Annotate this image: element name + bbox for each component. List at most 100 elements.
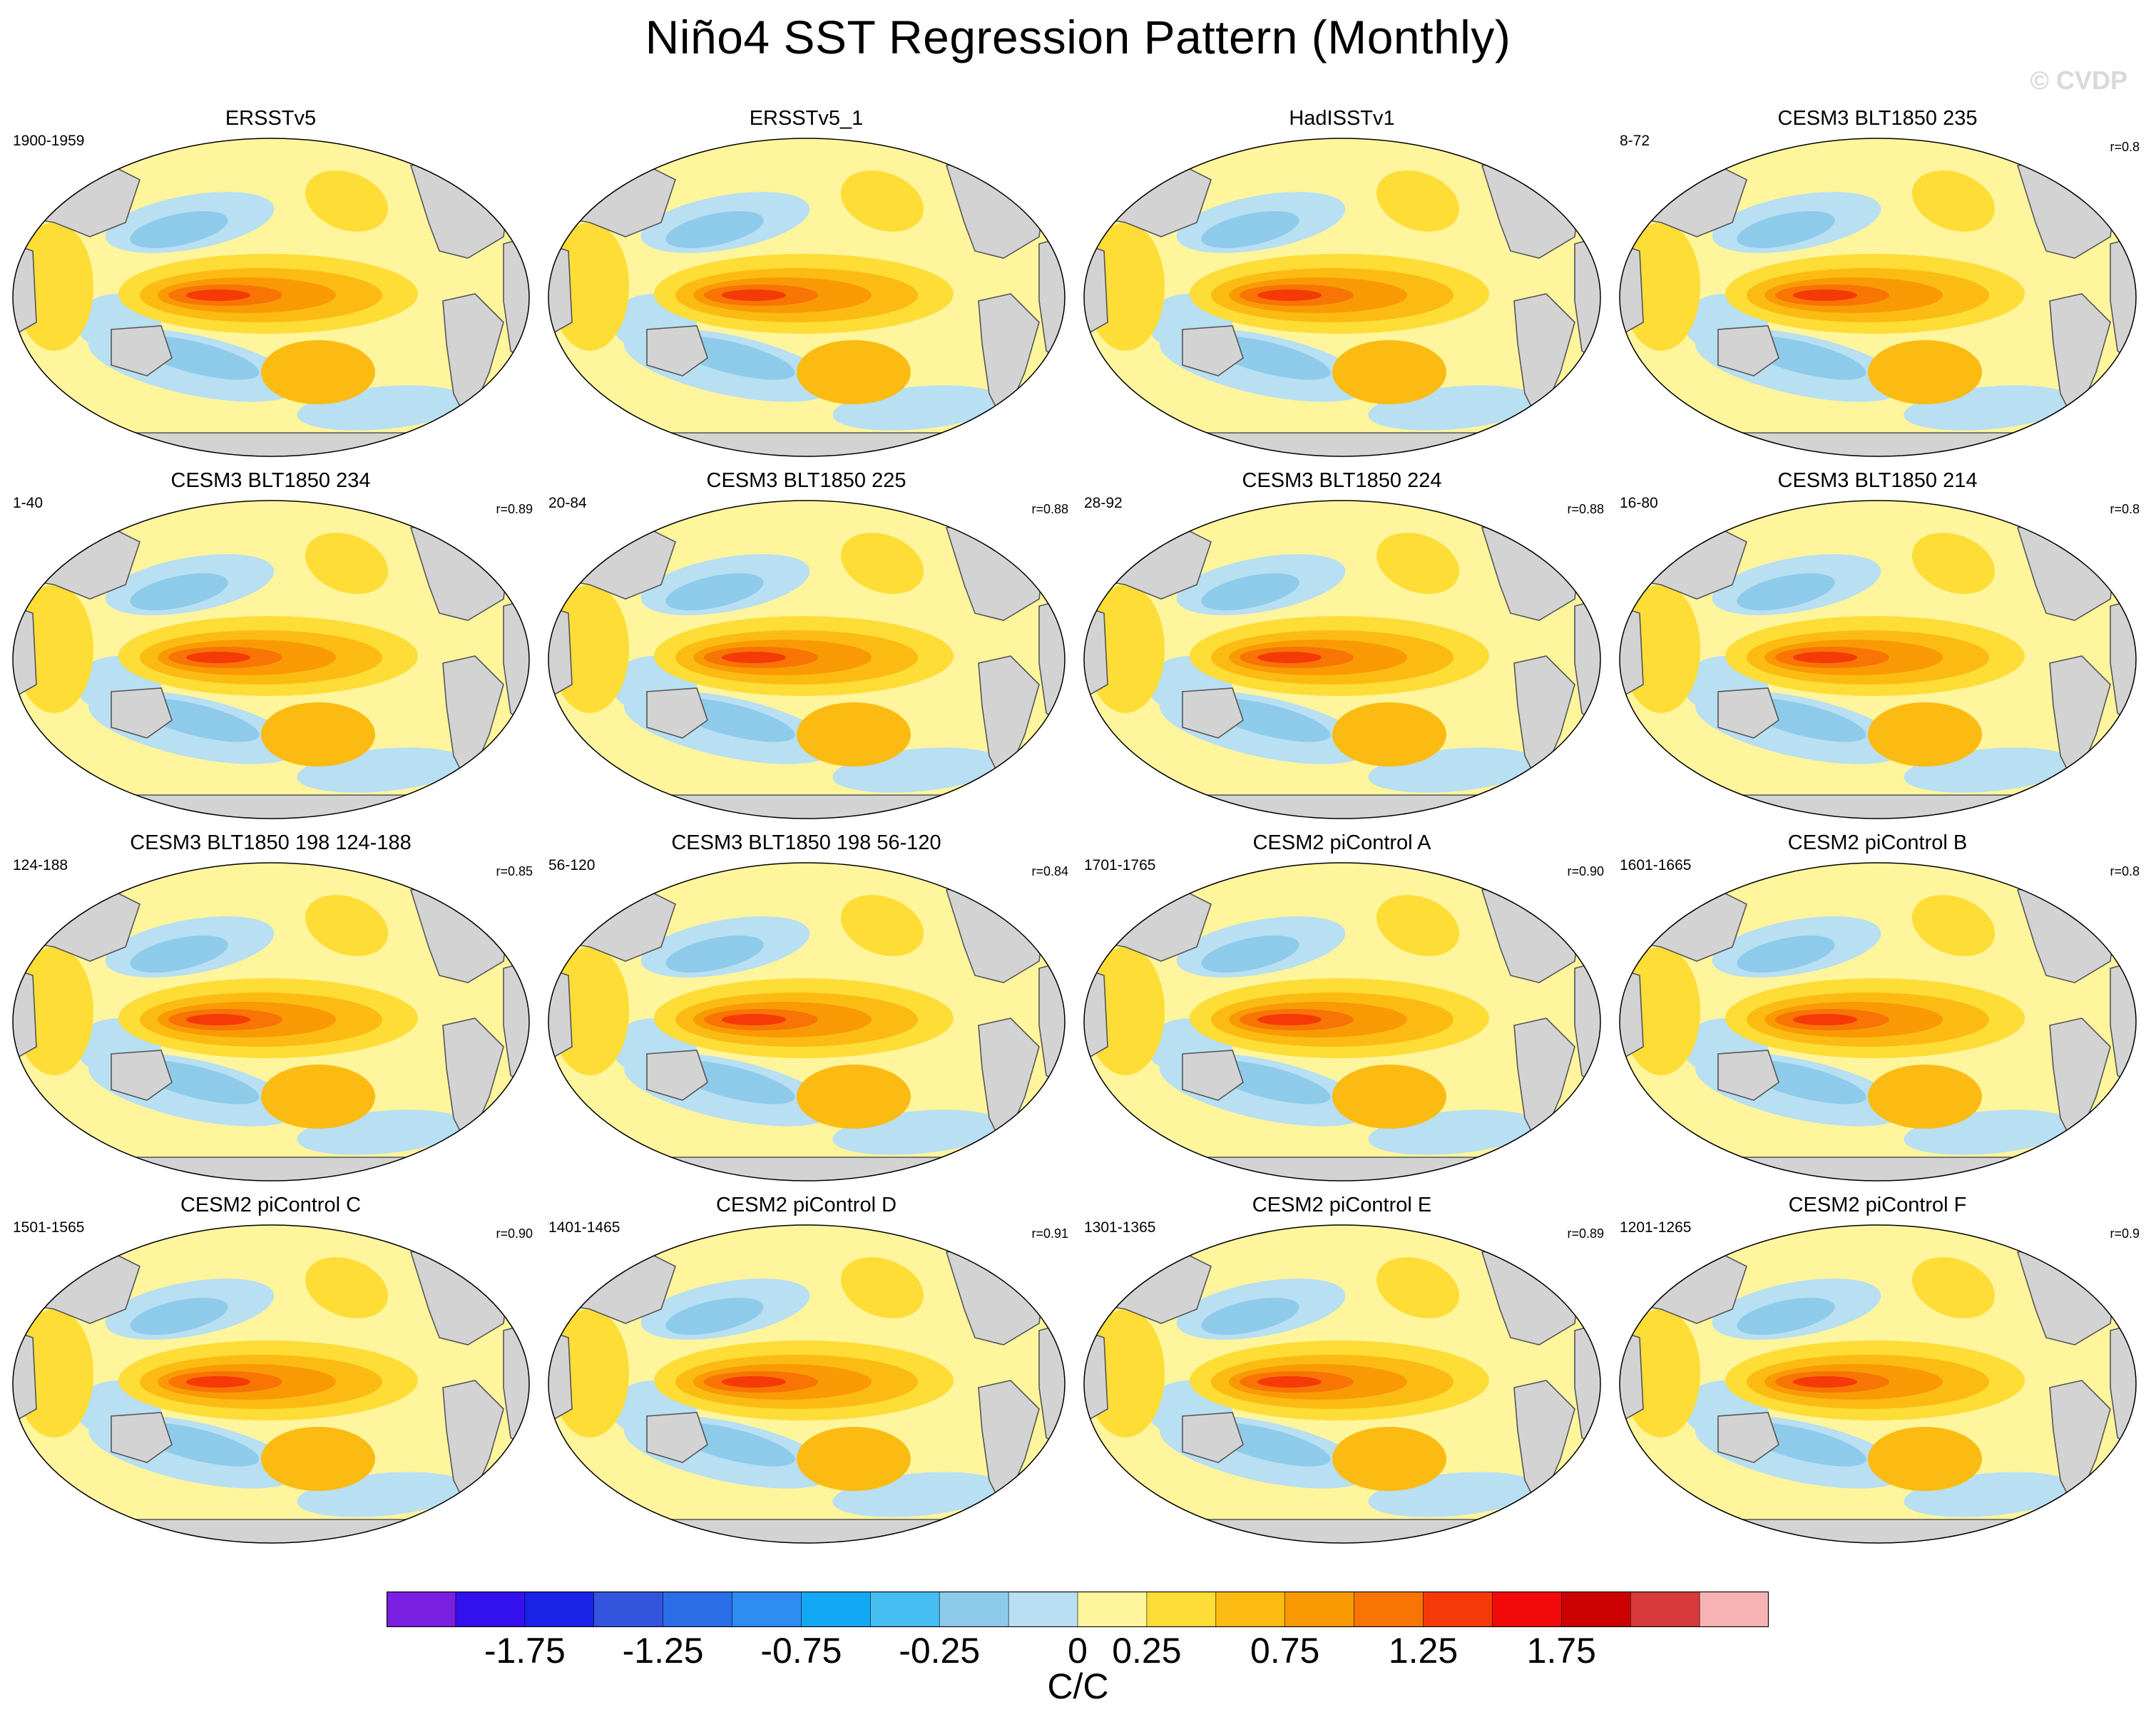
warm-tongue-peak <box>1793 652 1857 663</box>
africa-east <box>1084 967 1108 1062</box>
africa-east <box>548 605 573 700</box>
eurasia <box>1084 520 1212 600</box>
warm-anomaly-north-pacific <box>305 1257 389 1318</box>
warm-anomaly-north-pacific <box>1911 533 1996 594</box>
warm-anomaly-north-pacific <box>1911 1257 1996 1318</box>
warm-anomaly-north-pacific <box>840 895 924 956</box>
panel-correlation: r=0.88 <box>1567 502 1604 516</box>
map-panel: CESM3 BLT1850 235 8-72 r=0.8 <box>1610 107 2145 463</box>
eurasia <box>13 882 141 962</box>
australia <box>111 1050 173 1101</box>
warm-tongue-peak <box>722 1014 786 1025</box>
colorbar-swatch <box>1492 1592 1563 1627</box>
eurasia <box>548 882 676 962</box>
africa-east <box>1084 1329 1108 1425</box>
greenland <box>1573 871 1600 905</box>
australia <box>1717 687 1779 739</box>
warm-anomaly-south-pacific <box>797 1427 911 1491</box>
cool-core-north <box>130 211 228 248</box>
antarctica <box>548 1519 1065 1543</box>
africa-east <box>548 242 573 338</box>
map-outline <box>548 138 1066 457</box>
greenland <box>1573 147 1600 180</box>
colorbar-swatch <box>1284 1592 1355 1627</box>
greenland <box>2109 147 2136 180</box>
colorbar-swatch <box>1630 1592 1700 1627</box>
africa-east <box>1620 605 1644 700</box>
greenland <box>1038 509 1065 543</box>
regression-map <box>1083 1224 1601 1544</box>
map-panel: ERSSTv5 1900-1959 <box>3 107 538 463</box>
warm-anomaly-north-pacific <box>1376 895 1460 956</box>
africa-east <box>1084 242 1108 338</box>
panel-period: 124-188 <box>13 857 68 873</box>
regression-map <box>1083 862 1601 1182</box>
warm-anomaly-north-pacific <box>1911 170 1996 232</box>
greenland <box>1038 1234 1065 1267</box>
map-panel: CESM3 BLT1850 234 1-40 r=0.89 <box>3 469 538 826</box>
warm-tongue-peak <box>186 652 250 663</box>
panel-title: CESM3 BLT1850 198 56-120 <box>671 831 941 854</box>
map-outline <box>12 1224 530 1544</box>
panel-period: 8-72 <box>1620 133 1650 149</box>
regression-map <box>12 138 530 457</box>
map-outline <box>12 862 530 1182</box>
map-panel: CESM2 piControl B 1601-1665 r=0.8 <box>1610 831 2145 1188</box>
warm-anomaly-south-pacific <box>1332 1427 1446 1491</box>
antarctica <box>1620 432 2136 456</box>
map-panel: CESM3 BLT1850 225 20-84 r=0.88 <box>538 469 1074 826</box>
panel-title: CESM3 BLT1850 214 <box>1777 469 1978 492</box>
africa-east <box>548 967 573 1062</box>
panel-correlation: r=0.85 <box>496 864 533 878</box>
antarctica <box>548 794 1065 819</box>
colorbar-swatch <box>869 1592 940 1627</box>
panel-correlation: r=0.91 <box>1031 1226 1068 1241</box>
warm-tongue-peak <box>1257 1014 1322 1025</box>
figure-title: Niño4 SST Regression Pattern (Monthly) <box>645 11 1511 63</box>
panel-correlation: r=0.90 <box>1567 864 1604 878</box>
panel-correlation: r=0.88 <box>1031 502 1068 516</box>
panel-title: CESM2 piControl B <box>1787 831 1968 854</box>
cool-core-north <box>1201 936 1299 973</box>
warm-anomaly-south-pacific <box>1868 340 1982 404</box>
panel-title: HadISSTv1 <box>1289 107 1395 130</box>
colorbar-swatch <box>524 1592 595 1627</box>
greenland <box>502 1234 529 1267</box>
cool-core-north <box>665 1298 764 1335</box>
eurasia <box>1084 1244 1212 1324</box>
warm-anomaly-south-pacific <box>1868 1065 1982 1129</box>
panel-title: CESM3 BLT1850 225 <box>706 469 906 492</box>
warm-anomaly-south-pacific <box>797 1065 911 1129</box>
map-panel: ERSSTv5_1 <box>538 107 1074 463</box>
cool-core-north <box>1737 1298 1835 1335</box>
panel-correlation: r=0.84 <box>1031 864 1068 878</box>
colorbar-swatch <box>1146 1592 1217 1627</box>
cool-core-north <box>665 936 764 973</box>
colorbar-tick-label: 1.25 <box>1388 1631 1458 1671</box>
warm-tongue-peak <box>722 289 786 301</box>
australia <box>646 325 708 376</box>
panel-correlation: r=0.89 <box>496 502 533 516</box>
map-panel: CESM3 BLT1850 198 56-120 56-120 r=0.84 <box>538 831 1074 1188</box>
cvdp-watermark: © CVDP <box>2030 66 2127 95</box>
panel-correlation: r=0.8 <box>2110 502 2140 516</box>
panel-period: 1401-1465 <box>548 1219 620 1236</box>
africa-east <box>13 967 37 1062</box>
warm-anomaly-south-pacific <box>261 1065 375 1129</box>
antarctica <box>1620 1519 2136 1543</box>
eurasia <box>548 158 676 237</box>
cool-core-north <box>1737 573 1835 610</box>
regression-map <box>1619 1224 2137 1544</box>
panel-period: 28-92 <box>1084 495 1123 511</box>
cool-core-north <box>1737 936 1835 973</box>
greenland <box>1038 147 1065 180</box>
map-panel: CESM2 piControl F 1201-1265 r=0.9 <box>1610 1194 2145 1550</box>
colorbar-swatch <box>1354 1592 1424 1627</box>
panel-period: 1701-1765 <box>1084 857 1156 873</box>
warm-anomaly-south-pacific <box>1868 702 1982 767</box>
regression-map <box>1083 138 1601 457</box>
panel-correlation: r=0.89 <box>1567 1226 1604 1241</box>
map-outline <box>1083 862 1601 1182</box>
australia <box>1182 325 1244 376</box>
australia <box>1182 1412 1244 1463</box>
